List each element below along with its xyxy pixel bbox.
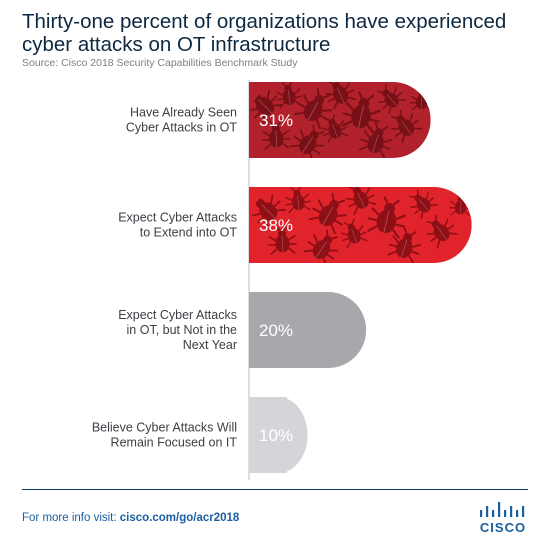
footer-divider xyxy=(22,489,528,490)
bug-icon xyxy=(340,218,368,249)
category-label-line: Next Year xyxy=(183,338,237,352)
bug-icon xyxy=(390,109,423,144)
category-label: Believe Cyber Attacks Will Remain Focused… xyxy=(92,421,238,450)
footer-text: For more info visit: xyxy=(22,512,117,524)
value-label: 20% xyxy=(259,321,293,340)
cisco-logo: CISCO xyxy=(476,500,530,536)
bug-icon xyxy=(325,82,357,110)
bug-icon xyxy=(321,113,349,144)
cisco-wordmark: CISCO xyxy=(479,520,527,535)
bar-group: 38% xyxy=(249,187,472,263)
bug-icon xyxy=(409,189,439,220)
bug-icon xyxy=(426,214,458,249)
bug-icon xyxy=(303,229,339,263)
bug-icon xyxy=(293,88,333,130)
category-label: Expect Cyber Attacks to Extend into OT xyxy=(118,211,237,240)
value-label: 31% xyxy=(259,111,293,130)
cisco-bridge-icon xyxy=(480,502,525,517)
bug-icon xyxy=(249,192,287,230)
bug-icon xyxy=(262,120,291,150)
bar-group: 10% xyxy=(249,397,308,473)
bar-left-edge xyxy=(249,397,287,473)
bug-icon xyxy=(377,84,407,115)
footer-link[interactable]: cisco.com/go/acr2018 xyxy=(119,512,240,524)
bug-icon xyxy=(308,193,347,235)
bar-left-edge xyxy=(249,292,287,368)
bar-group: 31% xyxy=(249,82,431,158)
bug-icon xyxy=(276,82,302,109)
category-label-line: Expect Cyber Attacks xyxy=(118,211,237,225)
category-label-line: Have Already Seen xyxy=(130,106,237,120)
chart-title: Thirty-one percent of organizations have… xyxy=(22,10,522,56)
source-note: Source: Cisco 2018 Security Capabilities… xyxy=(22,57,298,69)
category-label-line: in OT, but Not in the xyxy=(127,323,238,337)
bug-icon xyxy=(290,124,325,158)
bug-icon xyxy=(367,196,407,239)
category-label-line: Cyber Attacks in OT xyxy=(126,121,238,135)
bug-pattern xyxy=(249,187,472,263)
bar-chart: 31% Have Already Seen Cyber Attacks in OT 3… xyxy=(92,80,472,480)
value-label: 38% xyxy=(259,216,293,235)
category-label-line: Expect Cyber Attacks xyxy=(118,308,237,322)
bug-icon xyxy=(268,225,297,255)
chart-title-line-2: cyber attacks on OT infrastructure xyxy=(22,33,331,56)
bug-icon xyxy=(285,187,311,214)
bug-icon xyxy=(387,227,421,263)
category-label-line: Believe Cyber Attacks Will xyxy=(92,421,237,435)
chart-title-line-1: Thirty-one percent of organizations have… xyxy=(22,10,507,33)
bar-group: 20% xyxy=(249,292,367,368)
bug-icon xyxy=(345,187,377,215)
category-label-line: Remain Focused on IT xyxy=(111,436,238,450)
bug-icon xyxy=(341,91,381,134)
footer-info: For more info visit: cisco.com/go/acr201… xyxy=(22,512,239,524)
value-label: 10% xyxy=(259,426,293,445)
category-label-line: to Extend into OT xyxy=(140,226,238,240)
category-label: Have Already Seen Cyber Attacks in OT xyxy=(126,106,238,135)
category-label: Expect Cyber Attacks in OT, but Not in th… xyxy=(118,308,237,352)
bug-icon xyxy=(358,122,393,158)
